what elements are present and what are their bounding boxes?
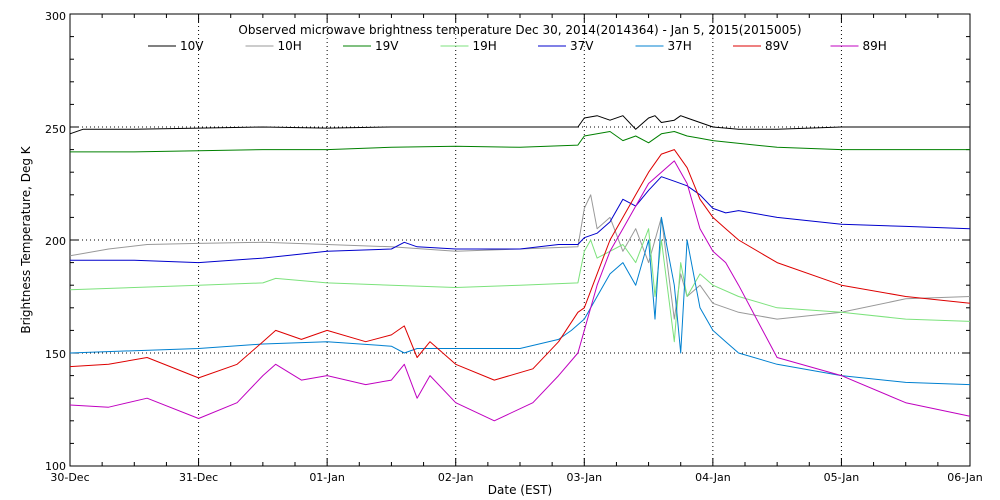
chart-title: Observed microwave brightness temperatur… <box>238 23 801 37</box>
series-line-19V <box>70 131 970 153</box>
x-tick-label: 01-Jan <box>309 471 345 484</box>
legend-label-89V: 89V <box>765 39 789 53</box>
x-tick-label: 05-Jan <box>824 471 860 484</box>
series-lines <box>69 115 971 422</box>
y-tick-label: 100 <box>45 460 66 473</box>
legend-label-89H: 89H <box>863 39 887 53</box>
legend-label-37H: 37H <box>668 39 692 53</box>
series-line-89H <box>69 160 971 422</box>
legend-label-10V: 10V <box>180 39 204 53</box>
x-tick-label: 31-Dec <box>179 471 218 484</box>
x-tick-label: 06-Jan <box>947 471 983 484</box>
series-line-19H <box>69 228 971 343</box>
legend-label-37V: 37V <box>570 39 594 53</box>
series-line-37V <box>70 176 971 264</box>
ticks <box>69 13 971 467</box>
x-tick-label: 03-Jan <box>567 471 603 484</box>
grid <box>70 14 970 466</box>
x-tick-label: 30-Dec <box>50 471 89 484</box>
x-tick-label: 02-Jan <box>438 471 474 484</box>
legend: 10V 10H 19V 19H 37V 37H 89V 89H <box>148 39 887 53</box>
y-tick-label: 250 <box>45 123 66 136</box>
y-axis-label: Brightness Temperature, Deg K <box>19 145 33 333</box>
legend-label-19V: 19V <box>375 39 399 53</box>
x-tick-label: 04-Jan <box>695 471 731 484</box>
series-line-10V <box>69 115 970 135</box>
legend-label-19H: 19H <box>473 39 497 53</box>
y-tick-label: 150 <box>45 348 66 361</box>
y-tick-label: 300 <box>45 10 66 23</box>
series-line-89V <box>69 149 971 381</box>
y-tick-label: 200 <box>45 235 66 248</box>
legend-label-10H: 10H <box>278 39 302 53</box>
x-axis-label: Date (EST) <box>488 483 552 497</box>
series-line-10H <box>69 194 971 320</box>
series-line-37H <box>69 216 971 386</box>
